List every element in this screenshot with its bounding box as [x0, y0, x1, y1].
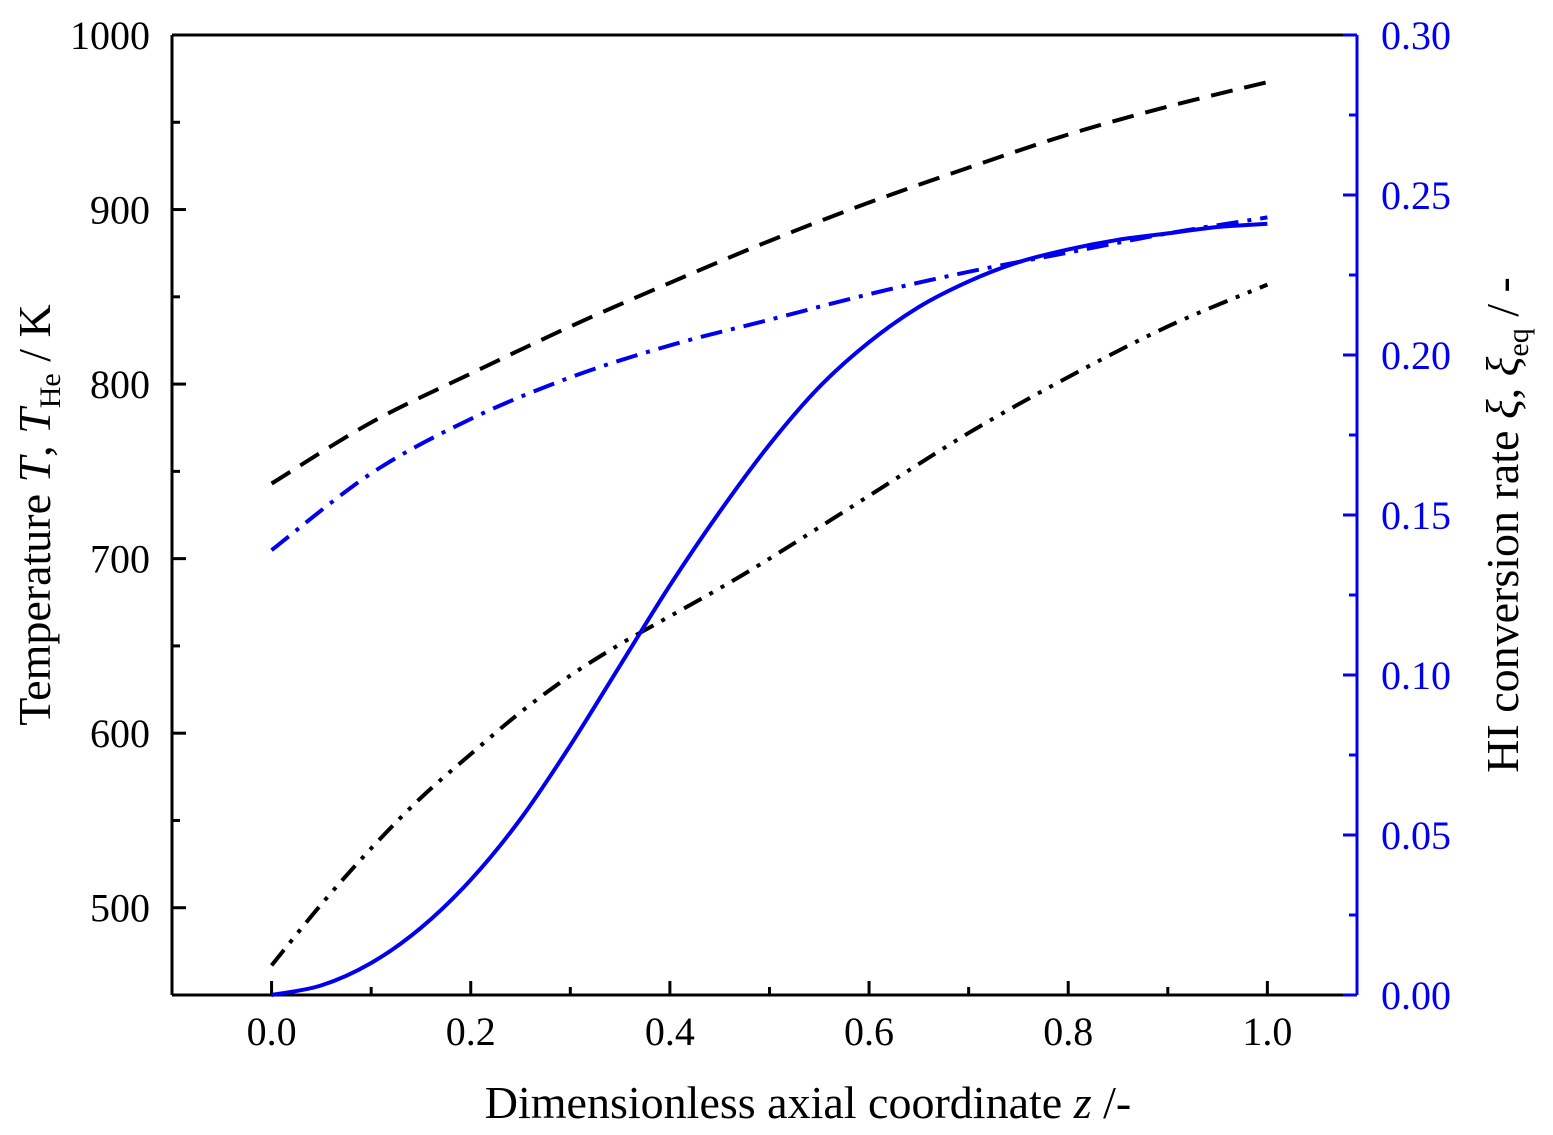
- x-tick-label: 1.0: [1242, 1009, 1292, 1054]
- y-left-tick-label: 500: [90, 886, 150, 931]
- series-line-conversion-dash-dot: [270, 215, 1268, 552]
- series-line-conversion-solid: [271, 221, 1268, 997]
- y-left-tick-label: 800: [90, 362, 150, 407]
- y-left-tick-label: 900: [90, 188, 150, 233]
- y-left-tick-label: 1000: [70, 13, 150, 58]
- series-layer: [270, 80, 1269, 997]
- y-right-tick-label: 0.25: [1381, 173, 1451, 218]
- y-right-tick-label: 0.15: [1381, 493, 1451, 538]
- y-right-tick-label: 0.20: [1381, 333, 1451, 378]
- y-right-tick-label: 0.00: [1381, 973, 1451, 1018]
- series-line-temperature-dash-dot-dot: [270, 282, 1269, 967]
- plot-frame: [170, 33, 1359, 997]
- y-right-tick-label: 0.05: [1381, 813, 1451, 858]
- x-axis-title: Dimensionless axial coordinate z /-: [485, 1077, 1131, 1128]
- x-tick-label: 0.2: [446, 1009, 496, 1054]
- x-tick-label: 0.6: [844, 1009, 894, 1054]
- axis-ticks: [170, 33, 1357, 997]
- x-tick-label: 0.0: [247, 1009, 297, 1054]
- x-tick-label: 0.8: [1043, 1009, 1093, 1054]
- y-right-axis-title: HI conversion rate ξ, ξeq / -: [1477, 277, 1535, 773]
- tick-labels: 0.0 0.2 0.4 0.6 0.8 1.0 500 600 700 800 900 1000 0.0…: [70, 13, 1451, 1054]
- y-left-tick-label: 700: [90, 537, 150, 582]
- series-line-temperature-dashed: [270, 80, 1268, 486]
- y-left-axis-title: Temperature T, THe / K: [9, 304, 67, 725]
- x-tick-label: 0.4: [645, 1009, 695, 1054]
- y-right-tick-label: 0.30: [1381, 13, 1451, 58]
- y-right-tick-label: 0.10: [1381, 653, 1451, 698]
- y-left-tick-label: 600: [90, 711, 150, 756]
